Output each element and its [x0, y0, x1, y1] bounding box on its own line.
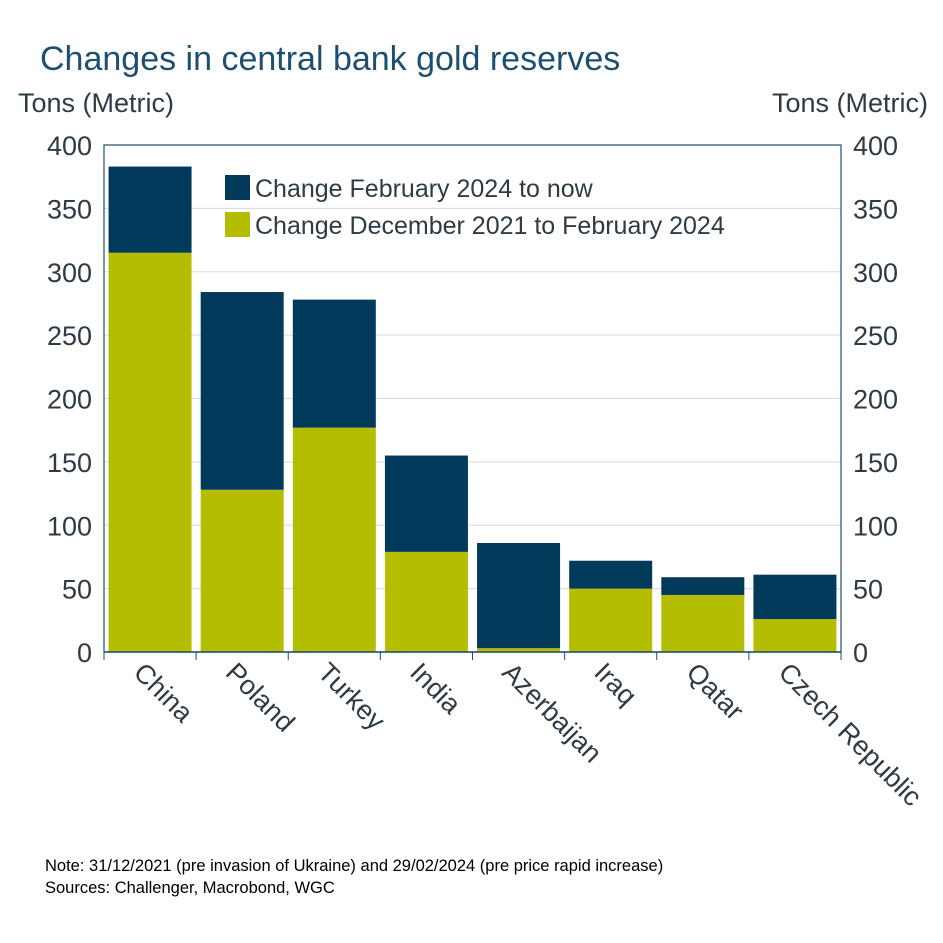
left-tick-label: 150 — [47, 448, 92, 478]
bar-poland-series-0 — [200, 489, 284, 652]
left-tick-label: 100 — [47, 511, 92, 541]
footnote: Note: 31/12/2021 (pre invasion of Ukrain… — [45, 855, 663, 899]
bar-qatar-series-0 — [661, 594, 745, 652]
x-tick-label: Poland — [220, 657, 301, 738]
legend-label: Change February 2024 to now — [255, 175, 594, 203]
x-tick-label: China — [128, 657, 200, 729]
left-tick-label: 200 — [47, 385, 92, 415]
right-tick-label: 400 — [853, 131, 898, 161]
right-tick-label: 250 — [853, 321, 898, 351]
chart-title: Changes in central bank gold reserves — [40, 40, 621, 78]
left-axis-label: Tons (Metric) — [18, 88, 175, 118]
left-tick-label: 250 — [47, 321, 92, 351]
bar-turkey-series-0 — [292, 427, 376, 652]
left-tick-label: 50 — [62, 575, 92, 605]
bar-iraq-series-1 — [569, 560, 653, 589]
x-tick-label: Iraq — [588, 657, 642, 711]
legend-label: Change December 2021 to February 2024 — [255, 212, 725, 240]
x-tick-label: Azerbaijan — [496, 657, 607, 768]
legend-swatch — [225, 212, 250, 237]
x-tick-label: Czech Republic — [773, 657, 928, 812]
sources-text: Sources: Challenger, Macrobond, WGC — [45, 879, 335, 897]
x-tick-label: Qatar — [681, 657, 750, 726]
right-axis-label: Tons (Metric) — [771, 88, 928, 118]
bar-china-series-0 — [108, 252, 192, 653]
bar-turkey-series-1 — [292, 299, 376, 428]
bar-iraq-series-0 — [569, 588, 653, 652]
right-tick-label: 300 — [853, 258, 898, 288]
bar-qatar-series-1 — [661, 577, 745, 595]
bar-poland-series-1 — [200, 292, 284, 490]
left-tick-label: 300 — [47, 258, 92, 288]
x-tick-label: India — [404, 657, 467, 720]
right-tick-label: 100 — [853, 511, 898, 541]
right-tick-label: 200 — [853, 385, 898, 415]
x-tick-label: Turkey — [312, 657, 391, 736]
bar-azerbaijan-series-0 — [477, 648, 561, 652]
bar-azerbaijan-series-1 — [477, 542, 561, 649]
bar-china-series-1 — [108, 166, 192, 253]
note-text: Note: 31/12/2021 (pre invasion of Ukrain… — [45, 857, 664, 875]
right-tick-label: 150 — [853, 448, 898, 478]
right-tick-label: 50 — [853, 575, 883, 605]
bar-india-series-0 — [384, 551, 468, 652]
bar-czech-republic-series-0 — [753, 619, 837, 652]
bar-india-series-1 — [384, 455, 468, 552]
right-tick-label: 0 — [853, 638, 868, 668]
right-tick-label: 350 — [853, 194, 898, 224]
left-tick-label: 0 — [77, 638, 92, 668]
legend-swatch — [225, 175, 250, 200]
left-tick-label: 350 — [47, 194, 92, 224]
left-tick-label: 400 — [47, 131, 92, 161]
bar-czech-republic-series-1 — [753, 574, 837, 620]
